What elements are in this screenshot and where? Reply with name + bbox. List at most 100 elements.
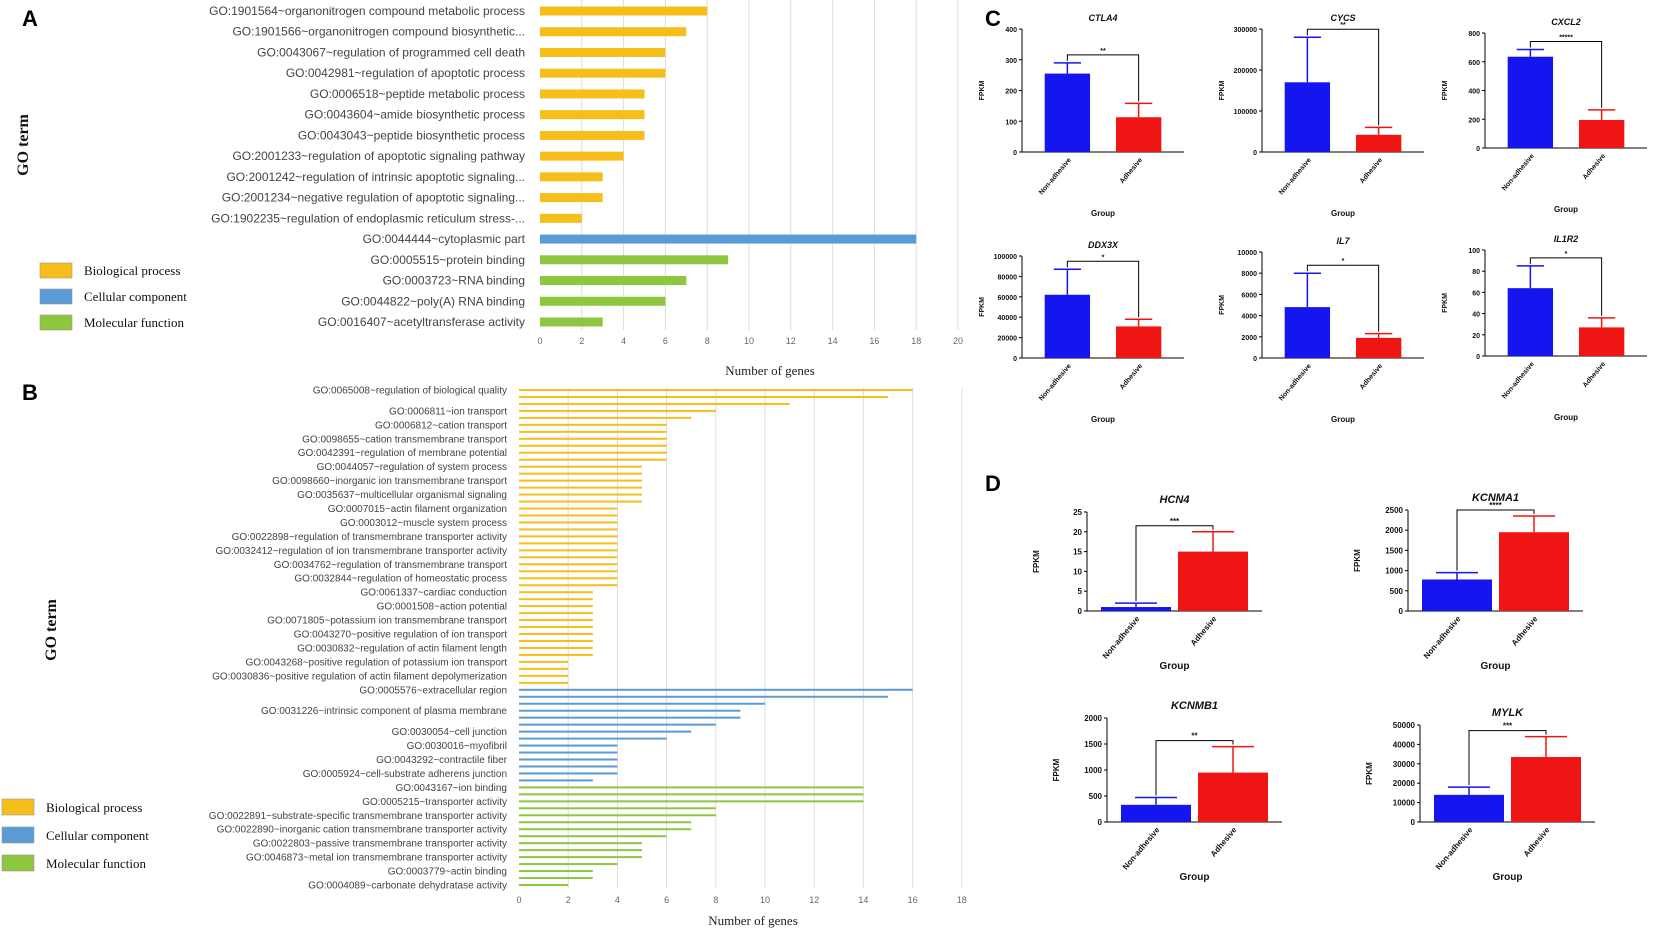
bar-label: GO:0030832~regulation of actin filament … — [297, 643, 507, 654]
y-tick-label: 0 — [1013, 356, 1017, 363]
legend-label-cellular-component: Cellular component — [84, 289, 187, 304]
chart-title: HCN4 — [1160, 494, 1190, 506]
bar-label: GO:0035637~multicellular organismal sign… — [297, 490, 507, 501]
x-tick-label: 14 — [858, 895, 868, 905]
bar-biological-process — [540, 130, 645, 140]
y-tick-label: 80 — [1472, 269, 1480, 276]
y-tick-label: 20000 — [998, 336, 1018, 343]
significance-bracket — [1529, 41, 1603, 108]
significance-bracket — [1456, 509, 1535, 571]
bar-biological-process — [540, 193, 603, 203]
bar-non-adhesive — [1284, 82, 1331, 152]
bar-molecular-function — [540, 296, 666, 306]
chart-title: KCNMB1 — [1171, 700, 1218, 712]
category-label: Adhesive — [1119, 363, 1144, 391]
y-tick-label: 50000 — [1393, 721, 1416, 730]
bar-molecular-function — [519, 807, 716, 810]
y-tick-label: 40000 — [1393, 740, 1416, 749]
bar-biological-process — [519, 416, 692, 419]
y-tick-label: 1000 — [1385, 567, 1403, 576]
category-label: Adhesive — [1582, 153, 1607, 181]
x-axis-title: Group — [1091, 415, 1115, 424]
bar-label: GO:0005924~cell-substrate adherens junct… — [303, 769, 507, 780]
bar-label: GO:0003723~RNA binding — [383, 274, 525, 288]
category-label: Adhesive — [1209, 825, 1239, 858]
y-tick-label: 25 — [1073, 508, 1082, 517]
bar-label: GO:2001242~regulation of intrinsic apopt… — [226, 170, 525, 184]
bar-molecular-function — [519, 842, 642, 845]
bar-label: GO:0098660~inorganic ion transmembrane t… — [272, 476, 507, 487]
chart-title: IL7 — [1336, 236, 1350, 246]
bar-biological-process — [519, 633, 593, 636]
x-tick-label: 16 — [869, 336, 879, 346]
bar-molecular-function — [540, 317, 603, 327]
y-tick-label: 0 — [1476, 146, 1480, 153]
bar-molecular-function — [519, 814, 716, 817]
bar-label: GO:0061337~cardiac conduction — [361, 588, 508, 599]
bar-biological-process — [540, 47, 666, 57]
y-tick-label: 30000 — [1393, 760, 1416, 769]
y-axis-title: FPKM — [1219, 295, 1226, 315]
bar-label: GO:0042981~regulation of apoptotic proce… — [286, 66, 525, 80]
bar-cellular-component — [519, 716, 741, 719]
y-axis-title: FPKM — [1365, 762, 1374, 785]
y-tick-label: 2000 — [1385, 526, 1403, 535]
bar-cellular-component — [519, 779, 593, 782]
y-tick-label: 6000 — [1241, 292, 1257, 299]
x-axis-title: Group — [1160, 661, 1190, 672]
bar-molecular-function — [519, 786, 864, 789]
bar-biological-process — [519, 639, 593, 642]
bar-biological-process — [540, 151, 624, 161]
panel-d-charts: 0 5 10 15 20 25 Non-adhesive Adhesive *** HCN4 FPK… — [1032, 492, 1595, 883]
significance-stars: * — [1565, 251, 1568, 258]
x-tick-label: 8 — [705, 336, 710, 346]
bar-label: GO:0022803~passive transmembrane transpo… — [253, 839, 507, 850]
y-tick-label: 300000 — [1234, 27, 1257, 34]
bar-non-adhesive — [1101, 607, 1171, 611]
category-label: Non-adhesive — [1278, 157, 1313, 197]
bar-biological-process — [540, 172, 603, 182]
bar-molecular-function — [519, 856, 642, 859]
bar-non-adhesive — [1044, 73, 1091, 152]
y-tick-label: 200 — [1468, 117, 1480, 124]
x-axis-title: Group — [1493, 872, 1523, 883]
bar-label: GO:0005515~protein binding — [371, 253, 525, 267]
y-tick-label: 10000 — [1238, 250, 1258, 257]
bar-label: GO:0098655~cation transmembrane transpor… — [302, 434, 507, 445]
y-tick-label: 200000 — [1234, 68, 1257, 75]
bar-biological-process — [519, 437, 667, 440]
bar-biological-process — [519, 451, 667, 454]
significance-stars: ** — [1191, 732, 1198, 741]
bar-label: GO:0032844~regulation of homeostatic pro… — [294, 574, 507, 585]
bar-adhesive — [1499, 532, 1569, 611]
y-tick-label: 5 — [1078, 587, 1083, 596]
bar-biological-process — [519, 674, 569, 677]
bar-label: GO:2001233~regulation of apoptotic signa… — [232, 149, 525, 163]
bar-label: GO:0046873~metal ion transmembrane trans… — [246, 853, 507, 864]
bar-biological-process — [519, 430, 667, 433]
bar-cellular-component — [519, 772, 618, 775]
bar-biological-process — [519, 563, 618, 566]
significance-bracket — [1306, 264, 1380, 332]
legend-label-molecular-function: Molecular function — [46, 856, 146, 871]
y-tick-label: 1500 — [1385, 546, 1403, 555]
bar-label: GO:0016407~acetyltransferase activity — [318, 315, 525, 329]
bar-label: GO:0001508~action potential — [377, 602, 507, 613]
significance-stars: **** — [1489, 501, 1502, 510]
x-tick-label: 2 — [566, 895, 571, 905]
y-tick-label: 10 — [1073, 567, 1082, 576]
bar-non-adhesive — [1434, 794, 1504, 822]
x-axis-title: Group — [1180, 872, 1210, 883]
y-tick-label: 2000 — [1084, 714, 1102, 723]
bar-biological-process — [519, 521, 618, 524]
significance-stars: * — [1342, 258, 1345, 265]
y-tick-label: 0 — [1476, 354, 1480, 361]
bar-biological-process — [519, 409, 716, 412]
significance-stars: ** — [1100, 48, 1106, 55]
panel-a-chart: 0 2 4 6 8 10 12 14 16 18 20 GO:1901564~organonitrog… — [15, 0, 963, 378]
x-tick-label: 20 — [953, 336, 963, 346]
bar-non-adhesive — [1284, 307, 1331, 358]
x-tick-label: 8 — [713, 895, 718, 905]
bar-label: GO:0044057~regulation of system process — [317, 462, 507, 473]
bar-molecular-function — [519, 849, 642, 852]
